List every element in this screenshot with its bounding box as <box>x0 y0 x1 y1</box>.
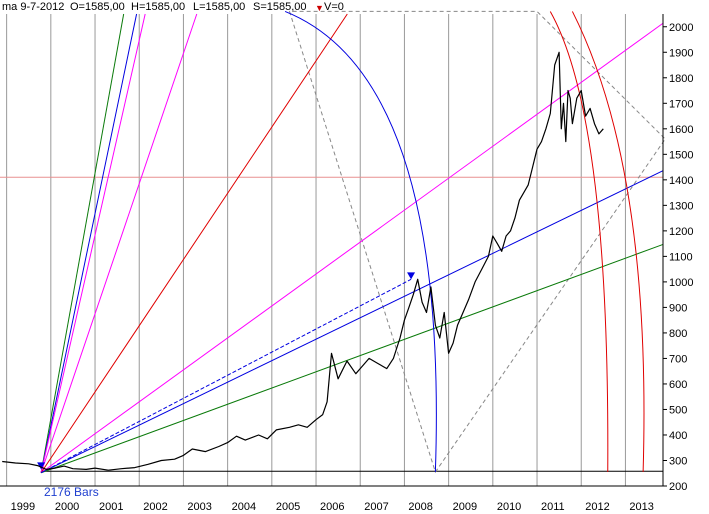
y-tick-label: 500 <box>669 404 687 416</box>
gann-ray <box>40 13 125 473</box>
arc-marker-triangle <box>407 272 416 280</box>
x-tick-label: 2011 <box>541 501 565 513</box>
price-line <box>2 51 604 471</box>
y-tick-label: 700 <box>669 353 687 365</box>
x-tick-label: 2004 <box>232 501 256 513</box>
year-grid <box>6 14 626 486</box>
gann-ray <box>40 243 664 474</box>
y-tick-label: 1900 <box>669 47 693 59</box>
quote-high: H=1585,00 <box>131 1 186 13</box>
quote-date: ma 9-7-2012 <box>2 1 65 13</box>
bars-count-label: 2176 Bars <box>44 485 99 499</box>
y-tick-label: 1300 <box>669 200 693 212</box>
y-tick-label: 300 <box>669 455 687 467</box>
y-tick-label: 1200 <box>669 226 693 238</box>
gann-arc <box>284 10 437 472</box>
quote-open: O=1585,00 <box>70 1 125 13</box>
x-tick-label: 2008 <box>408 501 432 513</box>
x-tick-label: 2006 <box>320 501 344 513</box>
x-tick-label: 2007 <box>364 501 388 513</box>
dashed-diamond <box>288 10 666 474</box>
quote-header: ma 9-7-2012 O=1585,00 H=1585,00 L=1585,0… <box>0 0 709 14</box>
y-tick-label: 600 <box>669 379 687 391</box>
gann-ray <box>40 13 198 473</box>
y-tick-label: 1800 <box>669 73 693 85</box>
x-tick-label: 1999 <box>11 501 35 513</box>
y-tick-label: 400 <box>669 430 687 442</box>
axes: 1999 2000 2001 2002 2003 2004 2005 2006 2007 2008… <box>0 14 693 513</box>
gann-ray <box>40 170 664 474</box>
gann-ray <box>40 13 348 474</box>
gann-arc <box>549 11 609 472</box>
y-tick-label: 1700 <box>669 98 693 110</box>
dashed-gann-ray <box>40 278 412 474</box>
gann-ray <box>40 13 146 473</box>
y-tick-label: 900 <box>669 302 687 314</box>
gann-overlay <box>0 10 666 474</box>
gann-ray <box>40 22 664 474</box>
x-tick-label: 2005 <box>276 501 300 513</box>
x-tick-label: 2002 <box>143 501 167 513</box>
x-tick-label: 2000 <box>55 501 79 513</box>
x-tick-label: 2009 <box>453 501 477 513</box>
arc-marker-triangle <box>37 462 46 470</box>
x-tick-label: 2012 <box>585 501 609 513</box>
y-tick-label: 2000 <box>669 22 693 34</box>
y-tick-label: 1000 <box>669 277 693 289</box>
gann-arc <box>571 11 645 472</box>
y-tick-label: 200 <box>669 481 687 493</box>
x-tick-label: 2003 <box>187 501 211 513</box>
gann-ray <box>40 13 138 473</box>
y-tick-label: 1500 <box>669 149 693 161</box>
x-tick-label: 2001 <box>99 501 123 513</box>
y-tick-label: 1100 <box>669 251 693 263</box>
price-series <box>2 51 604 471</box>
quote-low: L=1585,00 <box>193 1 246 13</box>
x-tick-label: 2010 <box>497 501 521 513</box>
red-down-triangle-icon: ▼ <box>315 3 324 13</box>
y-tick-label: 1600 <box>669 124 693 136</box>
quote-volume: V=0 <box>324 1 344 13</box>
y-tick-label: 800 <box>669 328 687 340</box>
quote-close: S=1585,00 <box>253 1 307 13</box>
x-tick-label: 2013 <box>629 501 653 513</box>
y-tick-label: 1400 <box>669 175 693 187</box>
